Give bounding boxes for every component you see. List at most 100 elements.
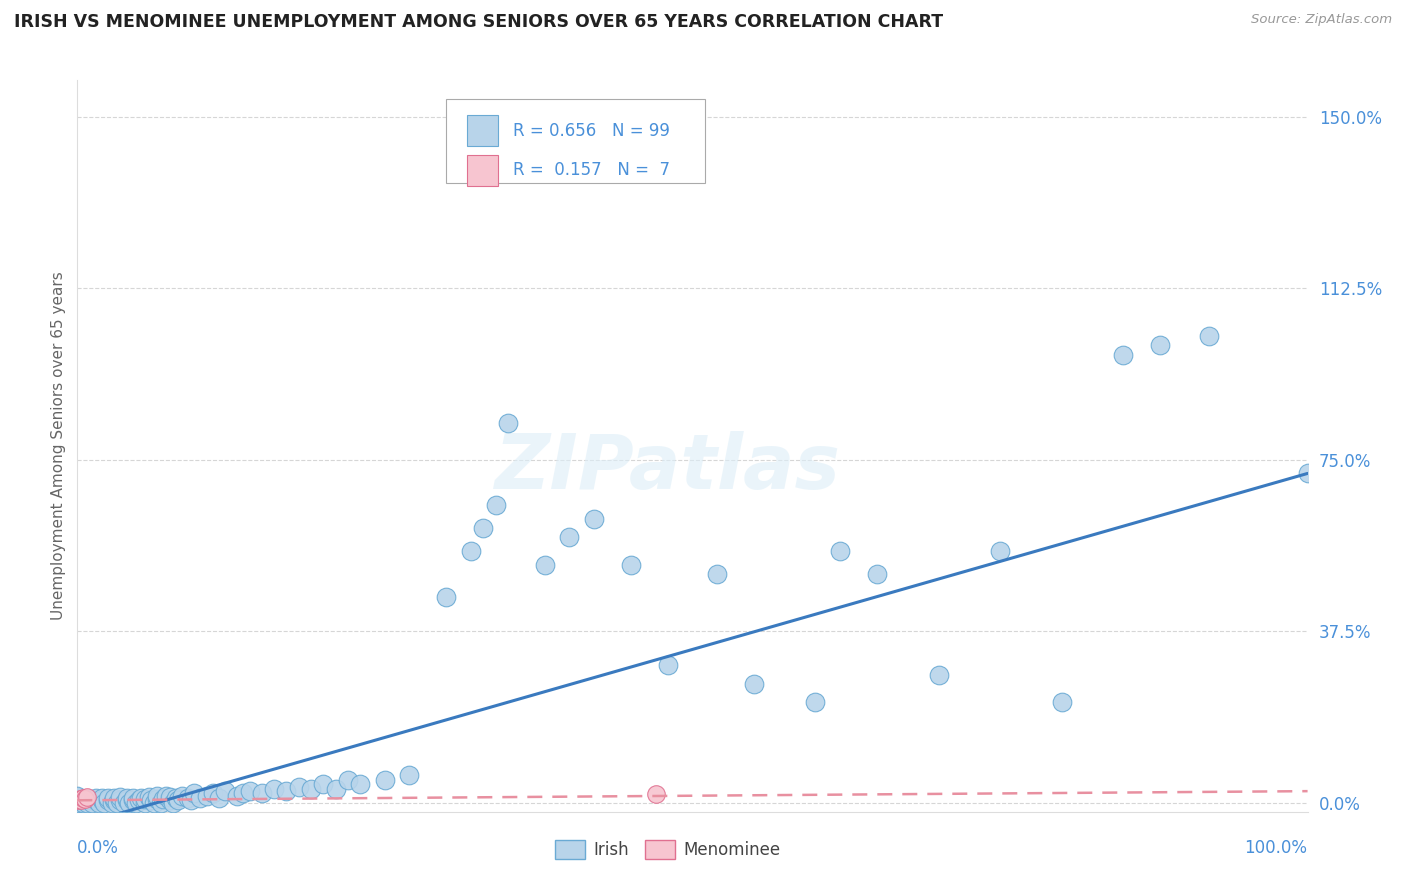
Point [129, 791, 153, 805]
Point [72, 791, 94, 805]
Point [142, 796, 165, 810]
Text: 100.0%: 100.0% [1244, 839, 1308, 857]
Point [66, 793, 89, 807]
Point [349, 777, 371, 791]
Point [657, 658, 679, 673]
Point [66, 796, 89, 810]
Point [988, 544, 1011, 558]
Bar [467, 155, 498, 186]
FancyBboxPatch shape [447, 99, 704, 183]
Point [201, 787, 224, 801]
Point [167, 793, 190, 807]
Point [1296, 467, 1319, 481]
Text: Source: ZipAtlas.com: Source: ZipAtlas.com [1251, 13, 1392, 27]
Point [472, 521, 495, 535]
Point [195, 789, 218, 803]
Point [125, 796, 148, 810]
Point [128, 793, 150, 807]
Point [97, 791, 120, 805]
Point [276, 784, 298, 798]
Point [460, 544, 482, 558]
Point [226, 789, 249, 803]
Legend: Irish, Menominee: Irish, Menominee [548, 833, 787, 865]
Point [82, 796, 104, 810]
Point [146, 789, 169, 803]
Point [485, 499, 508, 513]
Y-axis label: Unemployment Among Seniors over 65 years: Unemployment Among Seniors over 65 years [51, 272, 66, 620]
Text: IRISH VS MENOMINEE UNEMPLOYMENT AMONG SENIORS OVER 65 YEARS CORRELATION CHART: IRISH VS MENOMINEE UNEMPLOYMENT AMONG SE… [14, 13, 943, 31]
Point [66, 796, 89, 810]
Point [1112, 348, 1135, 362]
Point [66, 796, 89, 810]
Point [312, 777, 335, 791]
Point [804, 695, 827, 709]
Point [830, 544, 852, 558]
Point [76, 790, 98, 805]
Point [115, 793, 138, 807]
Point [214, 784, 236, 798]
Point [208, 791, 231, 805]
Point [152, 792, 174, 806]
Point [250, 787, 273, 801]
Bar [467, 115, 498, 146]
Point [155, 789, 177, 803]
Point [90, 793, 114, 807]
Point [134, 792, 156, 806]
Point [188, 791, 212, 805]
Point [146, 792, 169, 806]
Text: R =  0.157   N =  7: R = 0.157 N = 7 [513, 161, 669, 179]
Point [183, 787, 205, 801]
Point [337, 772, 360, 787]
Point [496, 416, 519, 430]
Point [72, 796, 94, 810]
Point [159, 793, 181, 807]
Point [72, 793, 94, 807]
Point [105, 796, 128, 810]
Text: 0.0%: 0.0% [77, 839, 120, 857]
Point [162, 796, 184, 810]
Point [742, 676, 765, 690]
Point [66, 793, 89, 807]
Point [558, 530, 581, 544]
Point [398, 768, 420, 782]
Point [644, 788, 666, 802]
Point [70, 793, 93, 807]
Point [103, 791, 125, 805]
Point [325, 781, 347, 796]
Point [1198, 329, 1220, 343]
Point [159, 790, 181, 805]
Point [69, 792, 91, 806]
Point [93, 796, 115, 810]
Point [436, 590, 458, 604]
Point [118, 796, 141, 810]
Point [121, 793, 143, 807]
Point [90, 791, 114, 805]
Point [150, 796, 173, 810]
Point [165, 791, 187, 805]
Point [866, 567, 889, 582]
Text: ZIPatlas: ZIPatlas [495, 431, 841, 505]
Point [134, 796, 156, 810]
Point [374, 772, 396, 787]
Point [928, 667, 950, 681]
Point [115, 791, 138, 805]
Point [66, 796, 89, 810]
Point [66, 792, 89, 806]
Point [170, 789, 193, 803]
Point [101, 796, 124, 810]
Point [583, 512, 606, 526]
Point [79, 792, 101, 806]
Point [103, 793, 125, 807]
Point [534, 558, 557, 572]
Point [180, 793, 202, 807]
Point [263, 781, 285, 796]
Point [288, 780, 311, 794]
Point [232, 787, 254, 801]
Point [110, 790, 132, 805]
Point [84, 793, 107, 807]
Point [110, 793, 132, 807]
Point [299, 781, 322, 796]
Point [66, 790, 89, 805]
Point [1149, 338, 1171, 352]
Point [121, 791, 143, 805]
